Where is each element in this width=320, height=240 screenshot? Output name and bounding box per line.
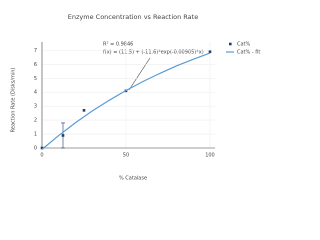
data-point [82, 109, 86, 112]
x-tick-label: 100 [205, 153, 215, 159]
annotation-arrow [128, 57, 151, 91]
chart: Enzyme Concentration vs Reaction Rate % … [11, 13, 261, 182]
x-tick-label: 50 [123, 153, 129, 159]
y-tick-label: 0 [34, 146, 37, 152]
fit-line [41, 52, 211, 150]
y-tick-label: 4 [34, 90, 37, 96]
legend-label: Cat% [237, 42, 251, 48]
annotation: R² = 0.9846 [103, 42, 133, 48]
x-axis-label: % Catalase [119, 176, 147, 182]
y-tick-label: 3 [34, 104, 37, 110]
x-tick-label: 0 [40, 153, 43, 159]
data-point [40, 146, 44, 150]
y-tick-label: 2 [34, 118, 37, 124]
annotation: f(x) = (11.5) + (-11.6)*exp(-0.00905)*x) [103, 50, 204, 56]
y-tick-label: 6 [34, 62, 37, 68]
legend-swatch [229, 42, 232, 46]
y-tick-label: 5 [34, 76, 37, 82]
y-tick-label: 7 [34, 48, 37, 54]
chart-title: Enzyme Concentration vs Reaction Rate [68, 13, 198, 21]
data-point [61, 134, 65, 137]
y-axis-label: Reaction Rate (Disks/min) [11, 68, 17, 133]
y-tick-label: 1 [34, 132, 37, 138]
legend-label: Cat% - fit [237, 50, 260, 56]
data-point [208, 50, 212, 54]
